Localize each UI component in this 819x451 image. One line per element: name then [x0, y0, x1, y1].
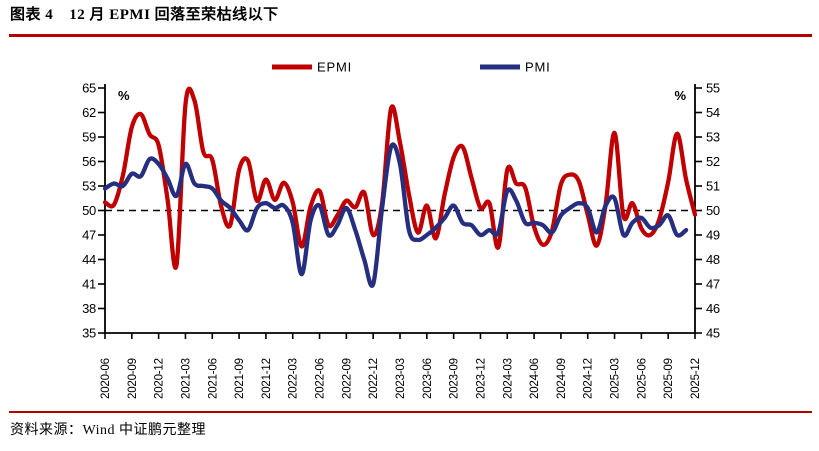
x-tick-label: 2025-03 — [610, 358, 622, 399]
legend-label-pmi: PMI — [525, 60, 551, 75]
y-tick-label-left: 56 — [82, 154, 96, 169]
y-tick-label-left: 62 — [82, 105, 96, 120]
x-tick-label: 2021-12 — [261, 358, 273, 399]
left-axis-unit: % — [118, 88, 130, 103]
figure-title: 图表 4 12 月 EPMI 回落至荣枯线以下 — [10, 3, 279, 24]
y-tick-label-right: 50 — [706, 203, 720, 218]
y-tick-label-left: 59 — [82, 130, 96, 145]
title-rule — [9, 34, 812, 37]
pmi-line — [102, 142, 689, 288]
x-tick-label: 2022-06 — [315, 358, 327, 399]
x-tick-label: 2023-03 — [395, 358, 407, 399]
right-axis-unit: % — [674, 88, 686, 103]
y-tick-label-right: 52 — [706, 154, 720, 169]
x-tick-label: 2023-09 — [449, 358, 461, 399]
footer-rule — [9, 411, 812, 413]
y-tick-label-left: 65 — [82, 81, 96, 96]
y-tick-label-left: 53 — [82, 179, 96, 194]
x-tick-label: 2021-03 — [181, 358, 193, 399]
x-tick-label: 2021-06 — [207, 358, 219, 399]
source-text: 资料来源：Wind 中证鹏元整理 — [10, 423, 207, 438]
y-tick-label-right: 49 — [706, 228, 720, 243]
source-note: 资料来源：Wind 中证鹏元整理 — [10, 419, 206, 439]
y-tick-label-right: 53 — [706, 130, 720, 145]
x-tick-label: 2025-06 — [636, 358, 648, 399]
x-tick-label: 2025-09 — [663, 358, 675, 399]
x-tick-label: 2022-12 — [368, 358, 380, 399]
y-tick-label-right: 54 — [706, 105, 720, 120]
epmi-pmi-line-chart: 65 62 59 56 53 50 47 44 41 38 35 55 54 53 52 51 50 49 48 47… — [82, 60, 720, 400]
y-tick-label-right: 47 — [706, 277, 720, 292]
figure-number: 图表 4 — [10, 7, 54, 23]
legend-label-epmi: EPMI — [317, 60, 352, 75]
x-tick-label: 2024-12 — [583, 358, 595, 399]
legend: EPMI PMI — [272, 60, 551, 75]
y-tick-label-left: 35 — [82, 326, 96, 341]
y-tick-label-right: 48 — [706, 252, 720, 267]
x-tick-label: 2025-12 — [690, 358, 702, 399]
x-tick-label: 2020-09 — [127, 358, 139, 399]
y-tick-label-right: 45 — [706, 326, 720, 341]
x-tick-label: 2024-09 — [556, 358, 568, 399]
y-tick-label-right: 55 — [706, 81, 720, 96]
x-tick-label: 2024-03 — [502, 358, 514, 399]
y-tick-label-left: 38 — [82, 301, 96, 316]
y-tick-label-left: 44 — [82, 252, 96, 267]
x-tick-label: 2024-06 — [529, 358, 541, 399]
y-tick-label-left: 47 — [82, 228, 96, 243]
x-tick-label: 2021-09 — [234, 358, 246, 399]
y-tick-label-left: 41 — [82, 277, 96, 292]
x-tick-label: 2023-06 — [422, 358, 434, 399]
y-tick-label-left: 50 — [82, 203, 96, 218]
axes: 65 62 59 56 53 50 47 44 41 38 35 55 54 53 52 51 50 49 48 47… — [82, 81, 720, 400]
x-tick-label: 2020-12 — [154, 358, 166, 399]
epmi-line — [102, 86, 698, 270]
figure-title-text: 12 月 EPMI 回落至荣枯线以下 — [69, 7, 279, 23]
y-tick-label-right: 46 — [706, 301, 720, 316]
y-tick-label-right: 51 — [706, 179, 720, 194]
x-tick-label: 2020-06 — [100, 358, 112, 399]
x-tick-label: 2022-03 — [288, 358, 300, 399]
x-tick-label: 2023-12 — [476, 358, 488, 399]
x-tick-label: 2022-09 — [341, 358, 353, 399]
